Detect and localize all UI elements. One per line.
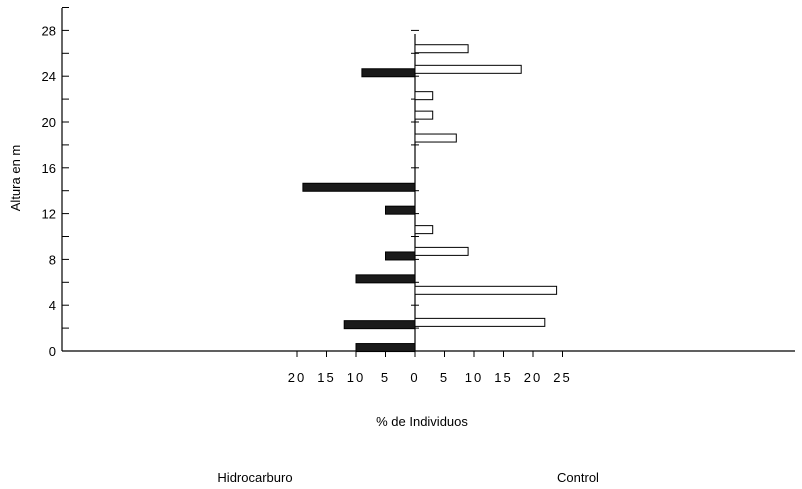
x-tick-label-right: 5 — [440, 370, 449, 385]
group-label-hidrocarburo: Hidrocarburo — [217, 470, 292, 485]
bar-control — [414, 91, 434, 101]
bar-hidrocarburo — [361, 68, 416, 78]
x-tick-label-right: 20 — [524, 370, 542, 385]
y-tick-label: 8 — [49, 252, 56, 267]
bar-hidrocarburo — [302, 182, 416, 192]
bar-control — [414, 64, 522, 74]
bar-hidrocarburo — [355, 274, 416, 284]
y-tick-label: 0 — [49, 344, 56, 359]
bar-hidrocarburo — [385, 251, 416, 261]
bar-control — [414, 317, 546, 327]
y-tick-label: 16 — [42, 161, 56, 176]
bar-hidrocarburo — [355, 343, 416, 353]
y-tick-label: 20 — [42, 115, 56, 130]
bar-hidrocarburo — [343, 320, 416, 330]
bar-control — [414, 133, 457, 143]
x-tick-label-left: 5 — [381, 370, 390, 385]
x-tick-label-left: 15 — [317, 370, 335, 385]
bar-control — [414, 225, 434, 235]
bar-control — [414, 110, 434, 120]
bar-control — [414, 246, 469, 256]
x-tick-label-left: 0 — [410, 370, 419, 385]
bar-control — [414, 285, 558, 295]
x-tick-label-right: 10 — [465, 370, 483, 385]
chart-bars — [302, 44, 558, 353]
x-tick-label-right: 15 — [494, 370, 512, 385]
bar-control — [414, 44, 469, 54]
chart-labels: Altura en m % de Individuos Hidrocarburo… — [8, 23, 599, 485]
y-tick-label: 24 — [42, 69, 56, 84]
y-tick-label: 28 — [42, 23, 56, 38]
x-tick-label-left: 10 — [347, 370, 365, 385]
x-axis-title: % de Individuos — [376, 414, 468, 429]
y-tick-label: 4 — [49, 298, 56, 313]
x-tick-label-right: 25 — [553, 370, 571, 385]
x-tick-label-left: 20 — [288, 370, 306, 385]
y-tick-label: 12 — [42, 207, 56, 222]
y-axis-title: Altura en m — [8, 145, 23, 211]
group-label-control: Control — [557, 470, 599, 485]
bar-hidrocarburo — [385, 205, 416, 215]
chart-axes — [61, 7, 795, 357]
